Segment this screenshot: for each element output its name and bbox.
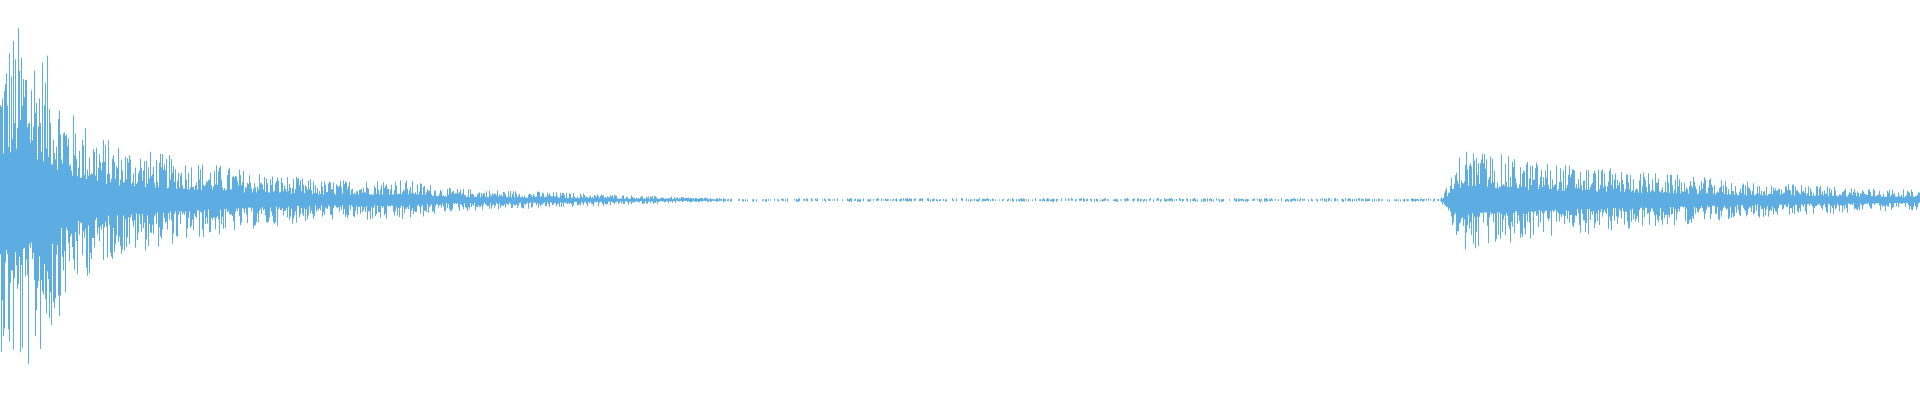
waveform-path (0, 28, 1920, 364)
